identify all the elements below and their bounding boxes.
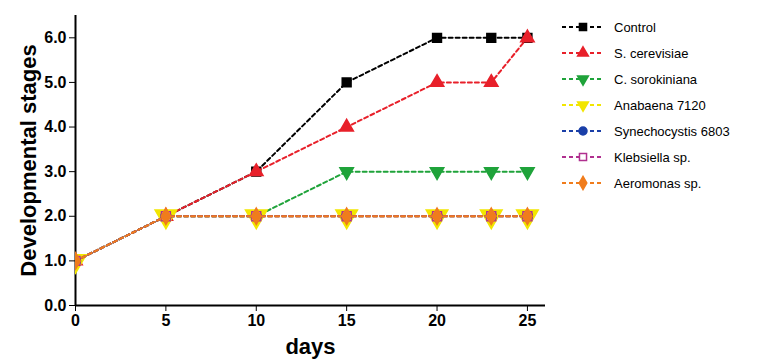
svg-text:5.0: 5.0 xyxy=(44,74,66,91)
svg-text:1.0: 1.0 xyxy=(44,252,66,269)
svg-text:10: 10 xyxy=(247,312,265,329)
svg-text:0.0: 0.0 xyxy=(44,297,66,314)
svg-text:0: 0 xyxy=(71,312,80,329)
svg-text:20: 20 xyxy=(428,312,446,329)
svg-text:3.0: 3.0 xyxy=(44,163,66,180)
html-text:Klebsiella sp.: Klebsiella sp. xyxy=(614,149,691,165)
html-text:Control: Control xyxy=(614,19,656,35)
svg-text:4.0: 4.0 xyxy=(44,118,66,135)
svg-text:6.0: 6.0 xyxy=(44,29,66,46)
svg-text:25: 25 xyxy=(519,312,537,329)
svg-text:5: 5 xyxy=(161,312,170,329)
svg-text:Developmental stages: Developmental stages xyxy=(16,44,41,276)
html-text:Anabaena 7120: Anabaena 7120 xyxy=(614,97,706,113)
html-text:Synechocystis 6803: Synechocystis 6803 xyxy=(614,123,730,139)
svg-text:15: 15 xyxy=(338,312,356,329)
html-text:S. cerevisiae: S. cerevisiae xyxy=(614,45,689,61)
html-text:Aeromonas sp.: Aeromonas sp. xyxy=(614,175,702,191)
svg-text:2.0: 2.0 xyxy=(44,207,66,224)
svg-text:days: days xyxy=(285,334,335,359)
html-text:C. sorokiniana: C. sorokiniana xyxy=(614,71,698,87)
